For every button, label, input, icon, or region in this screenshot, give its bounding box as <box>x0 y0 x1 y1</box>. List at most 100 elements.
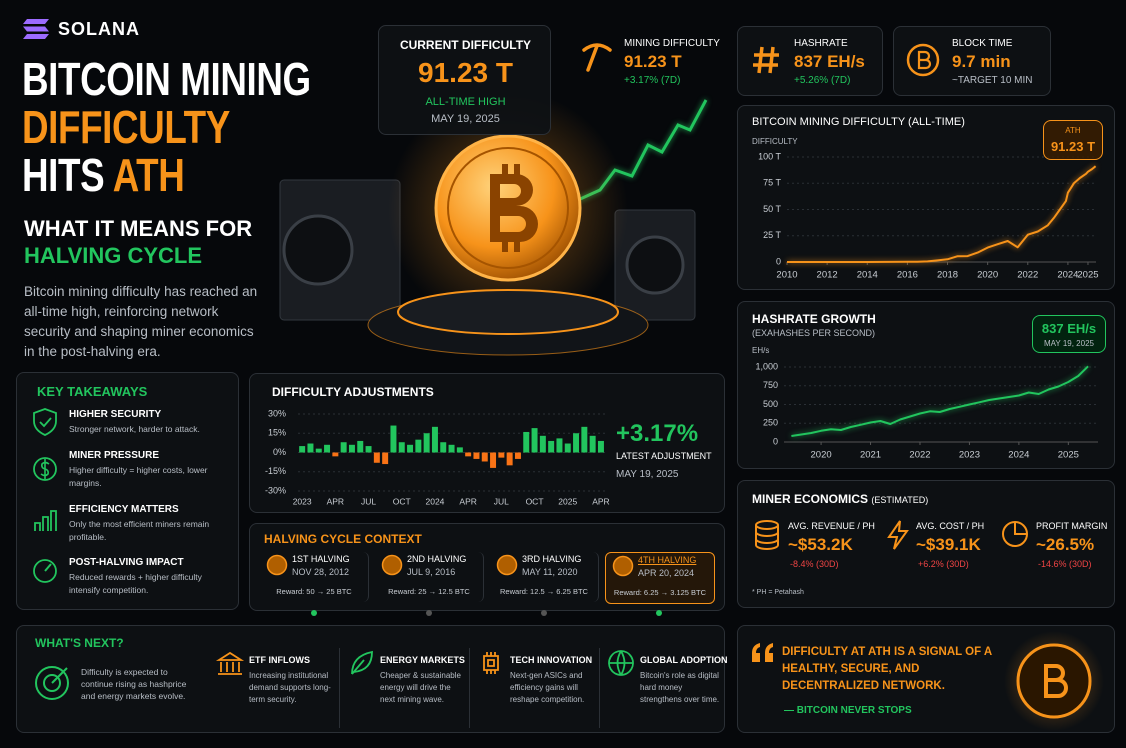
stat-card: BLOCK TIME 9.7 min ~TARGET 10 MIN <box>893 26 1051 96</box>
headline: DIFFICULTY <box>22 101 230 153</box>
dot <box>656 610 662 616</box>
item-text: Reduced rewards + higher difficulty inte… <box>69 572 202 595</box>
summary-value: +3.17% <box>616 420 699 447</box>
halving-date: NOV 28, 2012 <box>292 567 350 577</box>
item-icon <box>608 650 634 676</box>
y-tick-label: 0 <box>773 436 778 446</box>
item-title: TECH INNOVATION <box>510 655 593 665</box>
coin-icon <box>381 554 403 576</box>
coin <box>496 554 518 576</box>
y-tick-label: 0 <box>776 256 781 266</box>
value: 9.7 min <box>952 52 1011 71</box>
halving-name: 4TH HALVING <box>638 555 697 565</box>
timeline-dot-wrap <box>310 604 318 622</box>
x-tick-label: 2023 <box>959 450 980 461</box>
y-tick-label: 500 <box>763 399 778 409</box>
summary-label: LATEST ADJUSTMENT <box>616 451 712 461</box>
target-icon <box>35 666 69 700</box>
halving-item: 1ST HALVING NOV 28, 2012 Reward: 50 → 25 B… <box>260 552 369 602</box>
icon-shape <box>351 650 373 675</box>
y-axis-label: EH/s <box>752 346 770 355</box>
whats-next-card: WHAT'S NEXT? Difficulty is expected to c… <box>16 625 728 733</box>
x-tick-label: 2025 <box>558 496 577 506</box>
bar <box>340 442 347 453</box>
item-text: Next-gen ASICs and efficiency gains will… <box>510 671 585 704</box>
x-tick-label: 2025 <box>1077 270 1098 281</box>
bar <box>373 452 380 463</box>
headline: BITCOIN MINING <box>22 53 311 105</box>
bar <box>440 442 447 453</box>
x-tick-label: 2021 <box>860 450 881 461</box>
x-tick-label: 2014 <box>857 270 878 281</box>
item-text: Only the most efficient miners remain pr… <box>69 519 210 542</box>
annotation: 837 EH/s MAY 19, 2025 <box>1032 315 1106 353</box>
bar <box>382 452 389 465</box>
timeline-dot-wrap <box>540 604 548 622</box>
annotation-date: MAY 19, 2025 <box>1044 339 1094 348</box>
x-tick-label: APR <box>327 496 344 506</box>
x-tick-label: 2020 <box>811 450 832 461</box>
item-title: GLOBAL ADOPTION <box>640 655 728 665</box>
summary-date: MAY 19, 2025 <box>616 469 679 480</box>
takeaway-icons <box>33 408 57 583</box>
quote-card: DIFFICULTY AT ATH IS A SIGNAL OF A HEALT… <box>737 625 1115 733</box>
bitcoin-icon <box>906 43 940 77</box>
item-title: HIGHER SECURITY <box>69 409 162 420</box>
x-tick-label: 2016 <box>897 270 918 281</box>
bar <box>407 444 414 453</box>
timeline-dot <box>311 610 317 616</box>
y-tick-label: 750 <box>763 380 778 390</box>
quote-text: DIFFICULTY AT ATH IS A SIGNAL OF A HEALT… <box>782 646 992 692</box>
annotation-value: 91.23 T <box>1050 139 1096 154</box>
item-icon <box>351 650 373 675</box>
halving-date: JUL 9, 2016 <box>407 567 456 577</box>
halving-date: APR 20, 2024 <box>638 568 695 578</box>
x-tick-label: 2020 <box>977 270 998 281</box>
y-tick-label: 30% <box>268 408 286 418</box>
next-item: ENERGY MARKETS Cheaper & sustainable ener… <box>339 648 465 728</box>
halving-item: 2ND HALVING JUL 9, 2016 Reward: 25 → 12.5 … <box>375 552 484 602</box>
bar <box>348 444 355 453</box>
item-text: Cheaper & sustainable energy will drive … <box>380 671 461 704</box>
y-tick-label: 50 T <box>763 204 781 214</box>
coin-icon <box>612 555 634 577</box>
y-tick-label: -30% <box>265 485 286 495</box>
y-tick-label: 0% <box>273 447 286 457</box>
coins-icon <box>755 520 779 550</box>
label: CURRENT DIFFICULTY <box>399 38 532 52</box>
item-text: Stronger network, harder to attack. <box>69 424 200 434</box>
title: MINER ECONOMICS <box>752 492 869 506</box>
bar <box>324 444 331 453</box>
change: +5.26% (7D) <box>794 75 851 86</box>
bar <box>431 426 438 453</box>
next-item: TECH INNOVATION Next-gen ASICs and effici… <box>469 648 595 728</box>
headline-highlight: ATH <box>112 149 185 201</box>
icon-shape <box>215 651 245 675</box>
icon-shape <box>608 650 634 676</box>
y-tick-label: 100 T <box>758 151 781 161</box>
subheadline: WHAT IT MEANS FOR <box>24 216 253 241</box>
item-text: Increasing institutional demand supports… <box>249 671 331 704</box>
item-text: Higher difficulty = higher costs, lower … <box>69 465 208 488</box>
hashrate-card: 0 250 500 750 1,000 2020 2021 2022 2023 2024 2025 … <box>737 301 1115 469</box>
x-tick-label: OCT <box>393 496 411 506</box>
bar <box>556 438 563 453</box>
timeline-dot <box>656 610 662 616</box>
halving-reward: Reward: 50 → 25 BTC <box>276 587 352 596</box>
brand: SOLANA <box>58 19 140 39</box>
data-line <box>791 365 1089 437</box>
next-item: ETF INFLOWS Increasing institutional dema… <box>209 648 334 728</box>
y-tick-label: 25 T <box>763 230 781 240</box>
y-tick-label: 15% <box>268 428 286 438</box>
bar <box>573 433 580 453</box>
x-tick-label: JUL <box>361 496 376 506</box>
timeline-dot <box>426 610 432 616</box>
value: 91.23 T <box>418 57 513 88</box>
x-tick-label: 2022 <box>1017 270 1038 281</box>
section-title: HALVING CYCLE CONTEXT <box>264 532 422 546</box>
timeline-dot-wrap <box>655 604 663 622</box>
status: ALL-TIME HIGH <box>425 96 506 108</box>
pickaxe-icon <box>582 43 612 72</box>
chart-title: DIFFICULTY ADJUSTMENTS <box>272 385 434 399</box>
